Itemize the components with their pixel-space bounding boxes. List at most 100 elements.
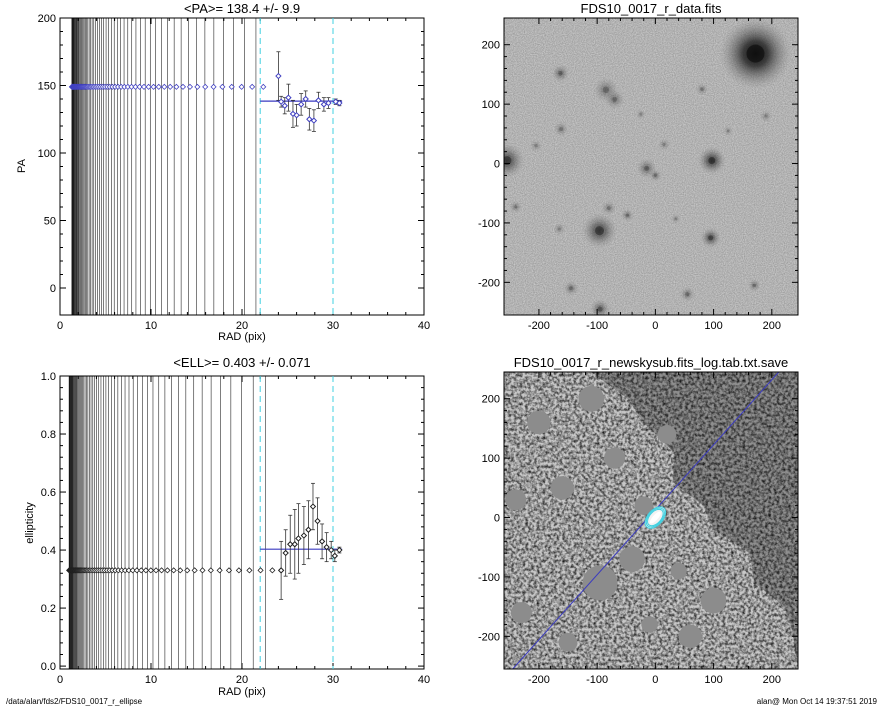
img2-y-tick-label: -200 [478,631,500,643]
ell-y-tick-label: 0.0 [41,661,56,673]
source-core [726,129,730,133]
pa-data-point [325,99,332,107]
source-core [612,96,618,102]
source-halo [589,298,611,315]
pa-data-point [275,72,282,80]
source-halo [553,121,569,137]
img2-y-tick-label: 0 [494,513,500,525]
masked-region [558,632,578,652]
ell-x-tick-label: 0 [57,674,63,686]
masked-region [641,616,658,633]
ell-data-point [295,535,302,542]
ell-data-point [314,517,321,525]
pa-track-point [179,83,187,90]
pa-data-points [68,51,343,132]
img2-y-tick-label: 200 [482,394,500,406]
pa-x-tick-label: 0 [57,320,63,332]
source-halo [604,89,625,110]
pa-track-point [155,83,162,90]
source-core [602,86,610,94]
source-core [685,292,690,297]
galaxy-center [649,511,661,524]
data-image-panel: FDS10_0017_r_data.fits -200 -100 0 100 200-2… [478,1,799,332]
skysub-image-axes: -200 -100 0 100 200 -200 -100 0 100 200 [478,372,798,686]
source-halo [635,109,646,120]
pa-profile-panel: <PA>= 138.4 +/- 9.9 RAD (pix) PA 0 10 20 30… [16,1,430,343]
ell-data-points [66,482,343,600]
pa-data-point [306,116,313,123]
img2-x-tick-label: -200 [528,674,550,686]
source-core [708,157,716,165]
data-image-frame [503,17,799,316]
source-core [534,144,538,148]
img2-y-tick-label: 100 [482,453,500,465]
footer-timestamp: alan@ Mon Oct 14 19:37:51 2019 [756,697,877,706]
pa-data-point [310,117,318,124]
pa-data-point [281,102,288,109]
img1-x-tick-label: 0 [652,320,658,332]
source-core [639,112,643,116]
pa-y-tick-label: 200 [38,13,56,25]
ell-overlays [259,376,343,669]
img1-x-tick-label: -200 [528,320,550,332]
pa-axes: 0 10 20 30 40 0 50 100 150 200 [38,13,430,332]
pa-y-tick-label: 0 [50,283,56,295]
source-core [569,286,573,291]
ell-track-point [207,567,214,574]
ell-track-point [170,567,177,574]
ell-track-point [164,567,171,574]
pa-vertical-lines [71,18,257,315]
pa-plot-frame [59,17,425,316]
ell-title: <ELL>= 0.403 +/- 0.071 [173,355,310,370]
pa-track-point [228,83,235,90]
source-core [752,283,756,287]
ell-track-point [191,567,198,574]
source-halo [747,278,761,292]
source-core [504,156,512,166]
ell-track-point [152,567,160,574]
ell-x-tick-label: 40 [418,674,430,686]
source-core [559,127,563,131]
isophote-ellipse [645,507,665,528]
ell-data-point [277,567,285,574]
pa-track-point [173,83,180,90]
masked-region [578,385,605,412]
pa-track-point [210,83,217,90]
source-halo [509,200,523,214]
ell-axes: 0 10 20 30 40 0.0 0.2 0.4 0.6 0.8 1.0 [41,371,430,686]
isophote-ellipse [647,508,664,527]
source-core [700,87,704,91]
ell-x-tick-label: 30 [327,674,339,686]
ell-data-point [309,503,317,510]
ell-track-point [216,567,223,574]
ell-track-point [257,567,264,574]
pa-x-tick-label: 10 [145,320,157,332]
pa-data-point [315,97,322,104]
pa-x-tick-label: 40 [418,320,430,332]
source-core [557,227,561,231]
masked-region [582,565,618,601]
ell-track-point [177,567,184,574]
ell-track-point [235,567,242,574]
ell-x-axis-label: RAD (pix) [218,686,266,698]
pa-data-point [293,111,300,119]
img2-x-tick-label: -100 [586,674,608,686]
ell-data-point [331,552,339,560]
pa-y-axis-label: PA [16,158,28,173]
source-halo [552,222,566,236]
img2-x-tick-label: 100 [704,674,722,686]
img1-x-tick-label: -100 [586,320,608,332]
masked-region [678,624,702,648]
data-image-axes: -200 -100 0 100 200 -200 -100 0 100 200 [478,18,798,332]
ell-data-point [282,549,289,557]
ell-y-tick-label: 0.2 [41,603,56,615]
pa-track-point [150,83,157,90]
source-core [653,173,657,178]
masked-region [505,489,527,511]
img1-y-tick-label: 0 [494,159,500,171]
img2-y-tick-label: -100 [478,572,500,584]
ell-data-point [318,538,326,545]
source-halo [723,125,734,136]
ell-data-point [300,532,308,539]
